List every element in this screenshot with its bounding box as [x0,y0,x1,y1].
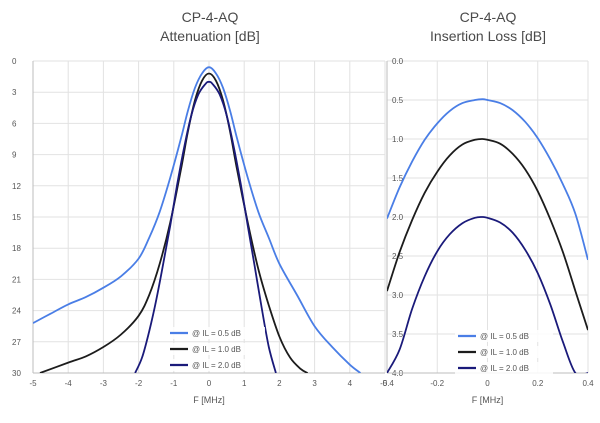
attenuation-y-tick-label: 24 [12,307,21,316]
insertion-loss-x-axis-label: F [MHz] [472,395,504,405]
attenuation-series-line-3 [134,80,277,373]
insertion-loss-y-tick-label: 3.5 [392,330,404,339]
insertion-loss-x-tick-label: 0.4 [582,379,594,388]
attenuation-legend-bg [167,327,265,339]
insertion-loss-x-tick-label: -0.4 [380,379,394,388]
attenuation-legend-bg [167,359,265,371]
attenuation-x-tick-label: 5 [383,379,388,388]
attenuation-x-tick-label: -5 [29,379,37,388]
insertion-loss-series-line-2 [387,138,588,331]
insertion-loss-chart-subtitle: Insertion Loss [dB] [430,28,546,44]
insertion-loss-y-tick-label: 2.0 [392,213,404,222]
attenuation-chart-title-line1: CP-4-AQ [181,9,239,25]
insertion-loss-legend-label-1: @ IL = 0.5 dB [480,332,529,341]
attenuation-y-tick-label: 12 [12,182,21,191]
attenuation-y-tick-label: 18 [12,244,21,253]
insertion-loss-y-tick-label: 0.5 [392,96,404,105]
attenuation-x-tick-label: -1 [170,379,178,388]
attenuation-series-group [33,66,361,373]
insertion-loss-chart-title-line1: CP-4-AQ [459,9,517,25]
insertion-loss-x-tick-label: -0.2 [430,379,444,388]
insertion-loss-y-tick-label: 0.0 [392,57,404,66]
attenuation-legend-label-3: @ IL = 2.0 dB [192,361,241,370]
insertion-loss-series-line-3 [387,216,588,373]
attenuation-y-tick-label: 30 [12,369,21,378]
attenuation-y-tick-label: 9 [12,151,17,160]
attenuation-x-tick-label: -2 [135,379,143,388]
attenuation-x-tick-label: 1 [242,379,247,388]
attenuation-chart-title: CP-4-AQ Attenuation [dB] [60,8,360,46]
insertion-loss-legend-bg [455,362,553,374]
insertion-loss-series-group [387,98,588,373]
attenuation-x-axis-label: F [MHz] [193,395,225,405]
attenuation-series-line-1 [33,66,361,373]
attenuation-y-tick-label: 21 [12,275,21,284]
attenuation-legend-label-1: @ IL = 0.5 dB [192,329,241,338]
attenuation-y-tick-label: 6 [12,119,17,128]
attenuation-x-tick-label: 3 [312,379,317,388]
attenuation-series-line-2 [39,72,309,373]
attenuation-x-tick-label: -3 [100,379,108,388]
attenuation-y-tick-label: 0 [12,57,17,66]
attenuation-y-tick-label: 27 [12,338,21,347]
insertion-loss-legend-label-3: @ IL = 2.0 dB [480,364,529,373]
insertion-loss-legend-bg [455,346,553,358]
attenuation-x-tick-label: 4 [348,379,353,388]
insertion-loss-y-tick-label: 1.0 [392,135,404,144]
insertion-loss-series-line-1 [387,98,588,261]
insertion-loss-x-tick-label: 0 [485,379,490,388]
attenuation-x-tick-label: -4 [65,379,73,388]
insertion-loss-legend-label-2: @ IL = 1.0 dB [480,348,529,357]
attenuation-legend-label-2: @ IL = 1.0 dB [192,345,241,354]
insertion-loss-legend-bg [455,330,553,342]
attenuation-chart-subtitle: Attenuation [dB] [160,28,260,44]
attenuation-x-tick-label: 0 [207,379,212,388]
insertion-loss-y-tick-label: 1.5 [392,174,404,183]
insertion-loss-y-tick-label: 3.0 [392,291,404,300]
insertion-loss-x-tick-label: 0.2 [532,379,544,388]
attenuation-y-tick-label: 3 [12,88,17,97]
attenuation-y-tick-label: 15 [12,213,21,222]
insertion-loss-chart-title: CP-4-AQ Insertion Loss [dB] [386,8,590,46]
attenuation-x-tick-label: 2 [277,379,282,388]
attenuation-legend-bg [167,343,265,355]
